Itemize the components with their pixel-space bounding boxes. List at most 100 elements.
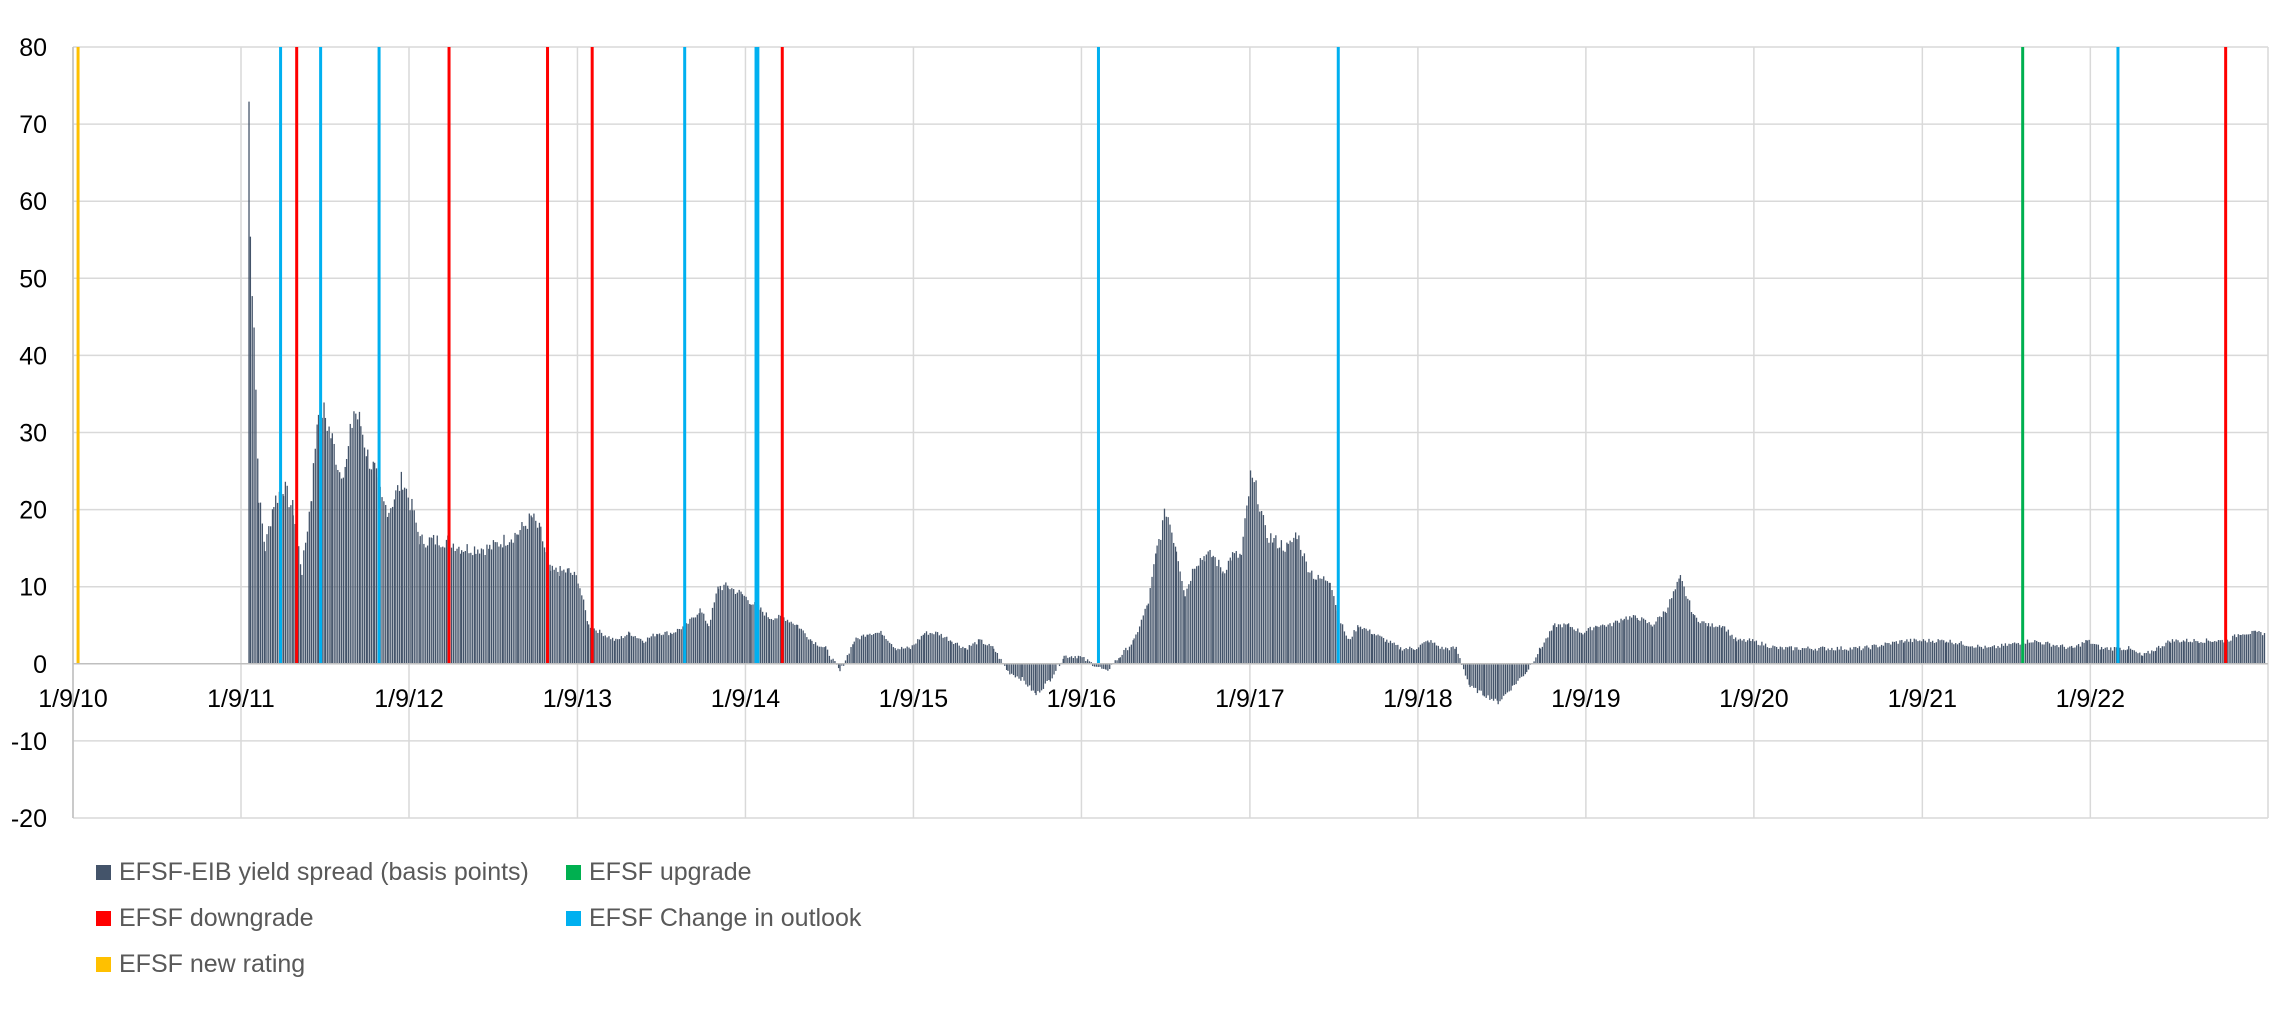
spread-bar [1151,576,1153,664]
spread-bar [1114,660,1116,664]
spread-bar [1882,645,1885,664]
spread-bar [1674,589,1677,664]
spread-bar [428,537,431,664]
spread-bar [266,534,268,664]
spread-bar [310,501,313,664]
spread-bar [951,641,953,664]
spread-bar [689,618,691,664]
spread-bar [290,505,292,664]
spread-bar [445,539,448,664]
spread-bar [349,423,351,664]
spread-bar [1246,505,1248,664]
spread-bar [1184,596,1186,664]
spread-bar [1623,618,1625,664]
spread-bar [1856,648,1859,664]
spread-bar [1471,663,1473,686]
spread-bar [857,638,859,664]
spread-bar [496,542,498,664]
spread-bar [1146,605,1148,664]
spread-bar [713,602,715,664]
spread-bar [2260,632,2262,664]
spread-bar [872,634,875,664]
spread-bar [1939,640,1941,664]
spread-bar [1622,620,1624,664]
spread-bar [2198,642,2200,664]
spread-bar [1171,532,1173,664]
spread-bar [676,628,679,664]
spread-bar [1501,663,1503,700]
spread-bar [816,645,819,664]
spread-bar [1365,628,1367,664]
spread-bar [434,544,437,664]
spread-bar [1777,649,1780,664]
spread-bar [1949,639,1951,664]
spread-bar [561,570,563,664]
spread-bar [1866,645,1868,664]
spread-bar [597,632,599,664]
spread-bar [1735,641,1738,664]
spread-bar [864,636,866,664]
spread-bar [1706,626,1709,664]
spread-bar [2197,641,2199,664]
spread-bar [1833,650,1835,664]
spread-bar [2204,642,2206,664]
spread-bar [1121,654,1123,664]
spread-bar [1035,663,1037,696]
spread-bar [1845,649,1848,664]
spread-bar [1990,647,1992,664]
spread-bar [1609,623,1611,664]
axes [72,47,2268,818]
spread-bar [454,550,456,664]
spread-bar [892,647,895,664]
spread-bar [958,645,960,664]
spread-bar [294,523,296,664]
spread-bar [706,623,709,664]
spread-bar [1437,645,1439,664]
spread-bar [1871,645,1874,664]
spread-bar [1639,620,1641,664]
spread-bar [662,634,664,664]
spread-bar [1944,642,1947,664]
spread-bar [1253,482,1255,664]
spread-bar [1506,663,1509,693]
spread-bar [1224,573,1226,664]
spread-bar [1569,626,1572,664]
spread-bar [1875,644,1877,664]
spread-bar [1774,646,1776,664]
spread-bar [423,543,425,664]
spread-bar [763,615,766,664]
spread-bar [1618,622,1620,664]
spread-bar [1391,643,1393,664]
spread-bar [1812,650,1815,664]
spread-bar [704,620,707,664]
spread-bar [887,640,889,664]
spread-bar [2169,642,2172,664]
spread-bar [2002,645,2005,664]
spread-bar [2131,649,2134,664]
spread-bar [1369,629,1371,664]
spread-bar [1454,648,1456,664]
spread-bar [944,637,946,664]
spread-bar [1941,639,1943,664]
spread-bar [2108,649,2110,664]
spread-bar [321,417,323,664]
spread-bar [2030,642,2032,664]
spread-bar [1319,578,1321,664]
spread-bar [337,469,339,664]
spread-bar [1007,663,1009,671]
x-tick-label: 1/9/10 [38,685,108,713]
spread-bar [1764,643,1767,664]
spread-bar [1286,542,1288,664]
spread-bar [1169,524,1171,664]
spread-bar [1761,641,1763,664]
spread-bar [1785,646,1787,664]
spread-bar [2219,640,2221,664]
spread-bar [2124,650,2127,664]
spread-bar [628,631,630,664]
spread-bar [1051,663,1053,679]
spread-bar [1443,649,1445,664]
spread-bar [1947,642,1949,664]
spread-bar [1844,649,1846,664]
spread-bar [1627,619,1629,664]
spread-bar [660,635,663,664]
